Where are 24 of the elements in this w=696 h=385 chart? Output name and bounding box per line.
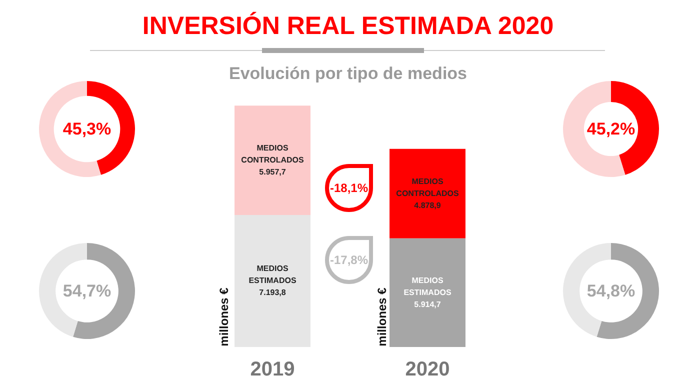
text: 54,7% [62,282,112,301]
data-label: 4.878,9 [414,200,442,210]
text: 45,3% [62,120,112,139]
chart-subtitle: Evolución por tipo de medios [228,64,468,84]
series-label: MEDIOS CONTROLADOS [241,143,304,164]
annotation: -17,8% [328,253,370,267]
bar [390,238,466,347]
text: MEDIOS ESTIMADOS [404,276,452,297]
annotation: -18,1% [328,181,370,195]
data-label: 5.957,7 [259,167,286,176]
text: 54,8% [586,282,636,301]
data-label: 7.193,8 [259,288,286,298]
chart-title: INVERSIÓN REAL ESTIMADA 2020 [141,12,555,41]
x-tick-label: 2019 [250,358,295,381]
series-label: MEDIOS ESTIMADOS [248,264,297,286]
text: MEDIOS CONTROLADOS [396,176,459,198]
bar [234,214,310,347]
x-tick-label: 2020 [405,358,450,381]
text: millones € [375,288,389,346]
y-axis-title: millones € [217,286,231,348]
bar [234,106,310,215]
data-label: 5.914,7 [414,300,442,309]
text: 45,2% [586,120,636,139]
bar [390,148,466,238]
